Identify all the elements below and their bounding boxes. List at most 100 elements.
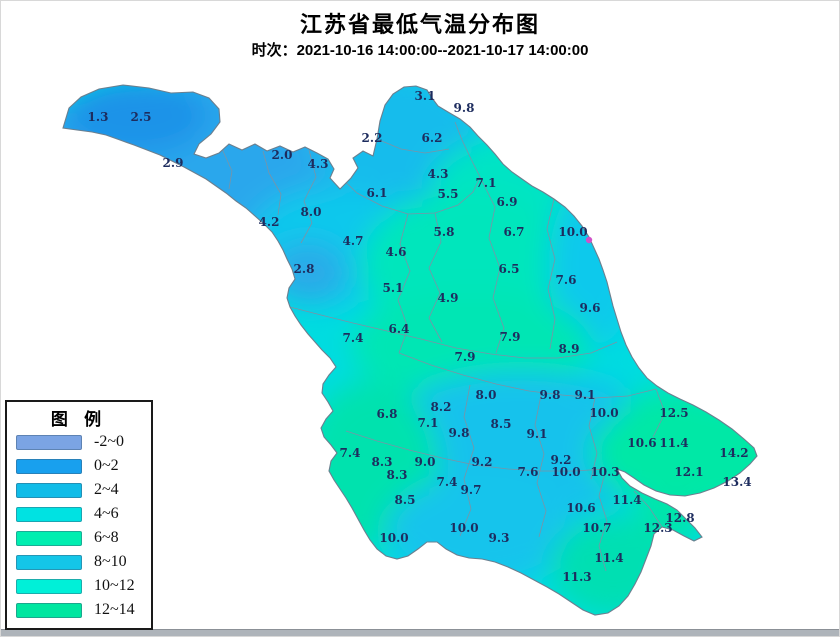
station-temp-label: 11.3	[562, 570, 591, 584]
station-temp-label: 7.1	[418, 416, 439, 430]
station-temp-label: 7.6	[518, 465, 539, 479]
station-temperature-labels: 1.3 2.52.92.04.32.23.19.86.24.36.1 5.57.16…	[88, 89, 752, 584]
legend-item: 4~6	[7, 502, 151, 526]
page-title: 江苏省最低气温分布图	[299, 12, 540, 37]
station-temp-label: 2.0	[272, 148, 293, 162]
station-temp-label: 8.3	[372, 455, 393, 469]
station-temp-label: 6.8	[377, 407, 398, 421]
time-range-subtitle: 时次：2021-10-16 14:00:00--2021-10-17 14:00…	[251, 42, 589, 59]
station-temp-label: 4.7	[343, 234, 364, 248]
station-temp-label: 10.6	[566, 501, 595, 515]
station-temp-label: 5.5	[438, 187, 459, 201]
province-outline	[62, 84, 758, 616]
legend-swatch	[16, 506, 82, 522]
station-temp-label: 4.3	[428, 167, 449, 181]
station-temp-label: 5.1	[383, 281, 404, 295]
station-temp-label: 6.1	[367, 186, 388, 200]
station-temp-label: 8.9	[559, 342, 580, 356]
station-temp-label: 5.8	[434, 225, 455, 239]
station-temp-label: 9.8	[454, 101, 475, 115]
legend-item: 12~14	[7, 598, 151, 622]
station-temp-label: 2.2	[362, 131, 383, 145]
station-temp-label: 6.9	[497, 195, 518, 209]
district-borders	[216, 104, 666, 572]
station-temp-label: 11.4	[612, 493, 641, 507]
station-temp-label: 2.8	[294, 262, 315, 276]
legend-item: 0~2	[7, 454, 151, 478]
legend-item: 10~12	[7, 574, 151, 598]
station-temp-label: 10.6	[627, 436, 656, 450]
station-temp-label: 9.0	[415, 455, 436, 469]
legend-swatch	[16, 578, 82, 594]
bottom-border-bar	[1, 629, 839, 636]
station-temp-label: 6.4	[389, 322, 410, 336]
station-temp-label: 9.7	[461, 483, 482, 497]
legend-range-label: 12~14	[94, 601, 135, 618]
legend-title: 图 例	[50, 410, 108, 429]
station-temp-label: 7.9	[500, 330, 521, 344]
station-temp-label: 9.1	[527, 427, 548, 441]
coastal-station-marker	[585, 236, 593, 244]
station-temp-label: 12.1	[674, 465, 703, 479]
station-temp-label: 10.7	[582, 521, 611, 535]
station-temp-label: 13.4	[722, 475, 751, 489]
legend-range-label: 6~8	[94, 529, 119, 546]
station-temp-label: 7.4	[343, 331, 364, 345]
station-temp-label: 9.2	[551, 453, 572, 467]
legend-swatch	[16, 530, 82, 546]
station-temp-label: 10.0	[589, 406, 618, 420]
station-temp-label: 12.3	[643, 521, 672, 535]
station-temp-label: 9.8	[449, 426, 470, 440]
legend-range-label: 0~2	[94, 457, 119, 474]
station-temp-label: 10.0	[449, 521, 478, 535]
legend-swatch	[16, 554, 82, 570]
station-temp-label: 6.2	[422, 131, 443, 145]
legend-item: 8~10	[7, 550, 151, 574]
station-temp-label: 9.2	[472, 455, 493, 469]
station-temp-label: 7.6	[556, 273, 577, 287]
legend-item: 2~4	[7, 478, 151, 502]
station-temp-label: 9.8	[540, 388, 561, 402]
legend-item: 6~8	[7, 526, 151, 550]
station-temp-label: 9.6	[580, 301, 601, 315]
legend-range-label: 2~4	[94, 481, 119, 498]
station-temp-label: 8.5	[395, 493, 416, 507]
station-temp-label: 8.3	[387, 468, 408, 482]
station-temp-label: 2.5	[131, 110, 152, 124]
station-temp-label: 4.9	[438, 291, 459, 305]
station-temp-label: 9.1	[575, 388, 596, 402]
station-temp-label: 10.0	[551, 465, 580, 479]
legend-swatch	[16, 458, 82, 474]
station-temp-label: 8.0	[476, 388, 497, 402]
legend-swatch	[16, 482, 82, 498]
station-temp-label: 11.4	[659, 436, 688, 450]
station-temp-label: 4.6	[386, 245, 407, 259]
legend-rows: -2~0 0~2 2~4 4~6 6~8 8~10 10~12 12~14	[7, 430, 151, 622]
legend-swatch	[16, 602, 82, 618]
station-temp-label: 10.0	[558, 225, 587, 239]
station-temp-label: 8.0	[301, 205, 322, 219]
station-temp-label: 2.9	[163, 156, 184, 170]
station-temp-label: 10.0	[379, 531, 408, 545]
station-temp-label: 8.5	[491, 417, 512, 431]
station-temp-label: 4.3	[308, 157, 329, 171]
legend-item: -2~0	[7, 430, 151, 454]
station-temp-label: 10.3	[590, 465, 619, 479]
station-temp-label: 12.8	[665, 511, 694, 525]
station-temp-label: 9.3	[489, 531, 510, 545]
station-temp-label: 6.5	[499, 262, 520, 276]
legend-range-label: 10~12	[94, 577, 135, 594]
station-temp-label: 11.4	[594, 551, 623, 565]
station-temp-label: 4.2	[259, 215, 280, 229]
station-temp-label: 14.2	[719, 446, 748, 460]
station-temp-label: 3.1	[415, 89, 436, 103]
station-temp-label: 7.4	[340, 446, 361, 460]
station-temp-label: 7.1	[476, 176, 497, 190]
legend-range-label: 4~6	[94, 505, 119, 522]
station-temp-label: 7.9	[455, 350, 476, 364]
station-temp-label: 8.2	[431, 400, 452, 414]
station-temp-label: 12.5	[659, 406, 688, 420]
legend-range-label: 8~10	[94, 553, 127, 570]
